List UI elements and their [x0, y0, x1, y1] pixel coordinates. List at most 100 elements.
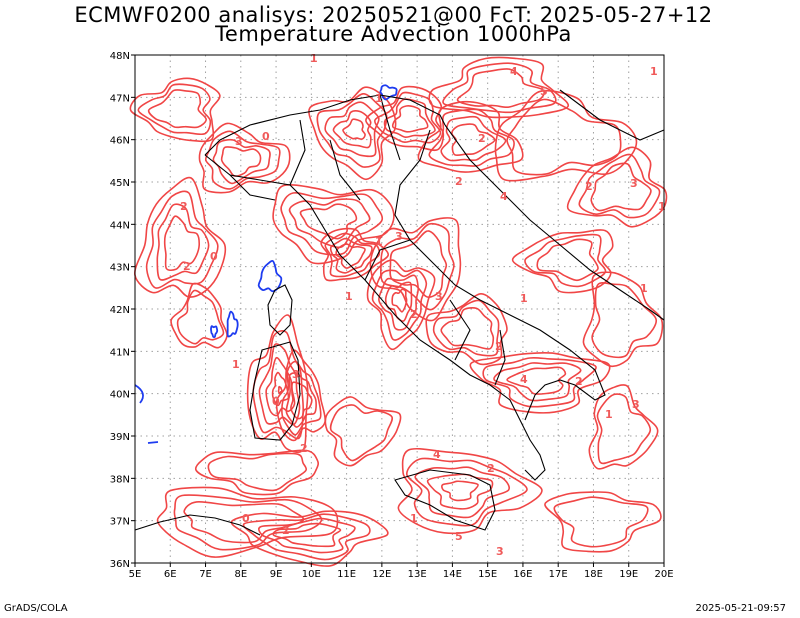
contour-label: 2	[180, 200, 188, 213]
positive-contour	[440, 307, 495, 350]
contour-label: 2	[575, 375, 583, 388]
positive-contour	[342, 118, 366, 140]
positive-contour	[524, 233, 607, 288]
lon-tick-label: 13E	[408, 569, 427, 580]
positive-contour	[596, 393, 652, 465]
coastline-segment	[267, 284, 293, 336]
lon-tick-label: 20E	[654, 569, 673, 580]
positive-contour	[494, 89, 638, 182]
positive-contour	[578, 153, 661, 219]
positive-contour	[389, 230, 448, 298]
lon-tick-label: 11E	[337, 569, 356, 580]
positive-contour	[371, 269, 428, 341]
positive-contour	[272, 184, 395, 265]
lon-tick-label: 8E	[234, 569, 247, 580]
contour-label: 1	[658, 200, 666, 213]
contour-label: 2	[300, 442, 308, 455]
contour-label: 1	[375, 235, 383, 248]
positive-contour	[544, 491, 662, 553]
contour-label: 4	[500, 190, 508, 203]
lat-tick-label: 48N	[110, 51, 130, 62]
positive-contour	[324, 101, 380, 158]
lat-tick-label: 40N	[110, 390, 130, 401]
positive-contour	[308, 86, 397, 181]
positive-contour	[482, 356, 597, 408]
lat-tick-label: 44N	[110, 220, 130, 231]
positive-contour	[290, 381, 313, 420]
lat-tick-label: 47N	[110, 93, 130, 104]
positive-contour	[553, 496, 649, 548]
positive-contour	[147, 89, 208, 129]
positive-contour	[324, 232, 381, 278]
positive-contour	[320, 227, 389, 282]
map-title: ECMWF0200 analisys: 20250521@00 FcT: 202…	[74, 3, 713, 27]
contour-label: 3	[496, 545, 504, 558]
coastline-segment	[379, 94, 401, 161]
positive-contour	[582, 271, 664, 368]
positive-contour	[137, 83, 212, 136]
contour-label: 0	[242, 512, 250, 525]
contour-label: 2	[282, 524, 290, 537]
coastline-segment	[329, 139, 361, 201]
coastline-segment	[249, 341, 301, 441]
lat-tick-label: 37N	[110, 517, 130, 528]
coastline-segment	[559, 89, 665, 141]
positive-contour	[591, 282, 658, 359]
positive-contour	[324, 396, 402, 467]
map-subtitle: Temperature Advection 1000hPa	[215, 22, 572, 46]
contour-label: 0	[272, 395, 280, 408]
lon-tick-label: 14E	[443, 569, 462, 580]
negative-contour	[134, 384, 144, 404]
positive-contour	[230, 510, 389, 567]
contour-label: 3	[235, 135, 243, 148]
contour-label: 1	[310, 52, 318, 65]
contour-label: 2	[478, 132, 486, 145]
contour-label: 3	[292, 368, 300, 381]
coastline-segment	[394, 129, 606, 421]
positive-contour	[329, 237, 373, 274]
contour-label: 3	[630, 177, 638, 190]
positive-contour	[391, 104, 429, 133]
contour-label: 1	[345, 290, 353, 303]
lon-tick-label: 7E	[199, 569, 212, 580]
footer-timestamp: 2025-05-21-09:57	[695, 603, 786, 614]
lon-tick-label: 9E	[270, 569, 283, 580]
contour-label: 0	[210, 250, 218, 263]
positive-contour	[590, 162, 652, 212]
coastline-segment	[444, 124, 665, 321]
positive-contour	[335, 243, 366, 269]
lon-tick-label: 5E	[129, 569, 142, 580]
lon-tick-label: 19E	[619, 569, 638, 580]
positive-contour	[173, 494, 323, 551]
contour-label: 2	[495, 340, 503, 353]
coastline-segment	[204, 94, 446, 156]
lon-tick-label: 12E	[372, 569, 391, 580]
lat-tick-label: 43N	[110, 263, 130, 274]
contour-label: 1	[520, 292, 528, 305]
contour-label: 2	[410, 308, 418, 321]
positive-contour	[156, 203, 210, 281]
coastline-segment	[204, 154, 546, 481]
positive-contour	[163, 215, 201, 272]
negative-advection-contours	[134, 84, 398, 444]
positive-contour	[432, 299, 500, 357]
lat-tick-label: 41N	[110, 347, 130, 358]
positive-contour	[258, 517, 356, 554]
positive-contour	[414, 466, 510, 519]
positive-advection-contours	[129, 56, 668, 567]
lat-tick-label: 46N	[110, 136, 130, 147]
positive-contour	[299, 203, 358, 240]
positive-contour	[383, 98, 436, 139]
positive-contour	[246, 314, 309, 454]
positive-contour	[366, 259, 436, 351]
negative-contour	[257, 259, 283, 293]
positive-contour	[285, 372, 317, 428]
positive-contour	[440, 115, 507, 162]
positive-contour	[506, 98, 622, 176]
lat-tick-label: 42N	[110, 305, 130, 316]
positive-contour	[425, 292, 508, 366]
positive-contour	[378, 274, 420, 331]
positive-contour	[242, 513, 371, 561]
contour-label: 1	[640, 282, 648, 295]
